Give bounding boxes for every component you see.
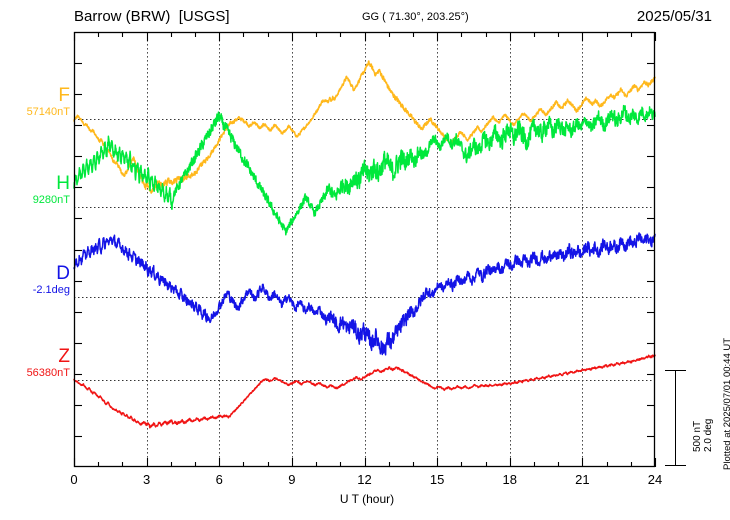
x-tick-label: 9: [288, 472, 296, 487]
trace-H: [73, 104, 656, 236]
geographic-coordinates: GG ( 71.30°, 203.25°): [362, 11, 469, 23]
observation-date: 2025/05/31: [636, 8, 712, 25]
trace-baseline-value-D: -2.1deg: [32, 283, 70, 296]
x-tick-label: 3: [143, 472, 151, 487]
scale-bar-top-cap: [665, 370, 686, 371]
x-tick-label: 6: [215, 472, 223, 487]
trace-baseline-value-Z: 56380nT: [26, 366, 70, 379]
page-title: Barrow (BRW) [USGS]: [74, 8, 230, 25]
trace-Z: [73, 354, 656, 429]
scale-bar-deg-label: 2.0 deg: [703, 418, 714, 452]
x-tick-label: 12: [357, 472, 372, 487]
x-tick-label: 24: [647, 472, 663, 487]
plotted-timestamp: Plotted at 2025/07/01 00:44 UT: [722, 337, 730, 470]
x-tick-label: 15: [429, 472, 445, 487]
trace-symbol-F: F: [58, 85, 70, 106]
grid-layer: [147, 32, 583, 467]
scale-bar: [664, 370, 688, 466]
x-tick-label: 0: [70, 472, 78, 487]
scale-bar-bottom-cap: [665, 465, 686, 466]
trace-legend-D: D -2.1deg: [33, 264, 70, 296]
x-axis-title-text: U T (hour): [339, 492, 395, 506]
x-axis-title: U T (hour): [0, 492, 730, 506]
trace-layer: [73, 60, 656, 429]
plot-border: [73, 31, 656, 468]
trace-legend-H: H 9280nT: [33, 174, 70, 206]
x-tick-label: 21: [575, 472, 590, 487]
axis-ticks: [73, 32, 657, 467]
scale-bar-nt-label: 500 nT: [692, 420, 703, 452]
trace-legend-F: F 57140nT: [27, 86, 70, 118]
trace-legend-Z: Z 56380nT: [27, 347, 70, 379]
scale-bar-line: [675, 370, 676, 466]
plot-frame: [73, 31, 656, 468]
trace-symbol-H: H: [56, 173, 70, 194]
x-tick-label: 18: [502, 472, 517, 487]
trace-symbol-Z: Z: [58, 346, 70, 367]
trace-F: [73, 60, 656, 194]
trace-baseline-value-H: 9280nT: [32, 193, 70, 206]
trace-symbol-D: D: [56, 263, 70, 284]
trace-baseline-value-F: 57140nT: [26, 105, 70, 118]
trace-D: [73, 232, 656, 356]
